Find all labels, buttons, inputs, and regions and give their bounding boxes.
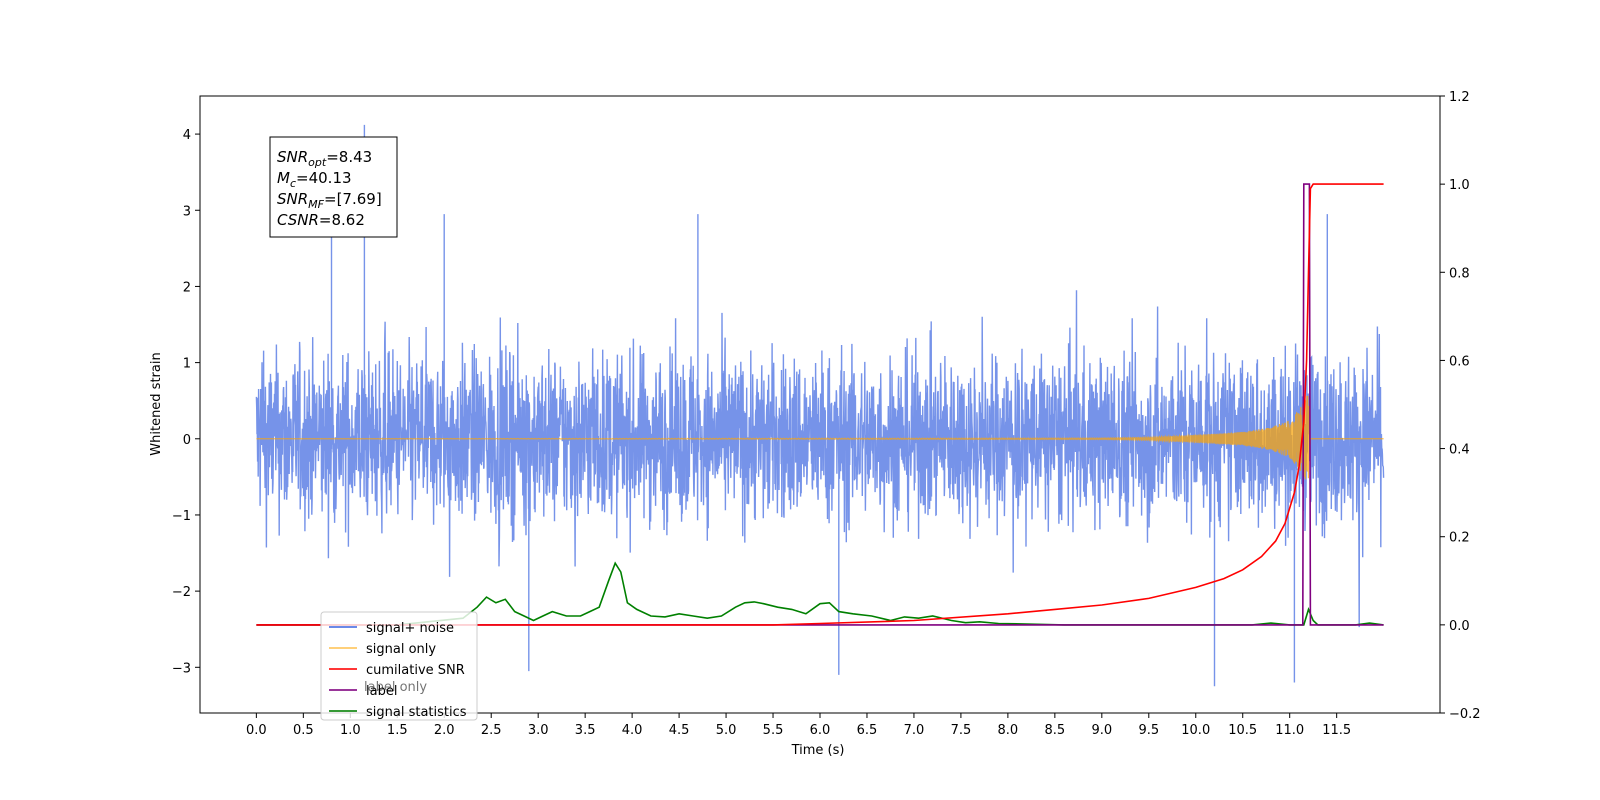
x-tick-label: 2.5 (481, 723, 502, 738)
y2-tick-label: −0.2 (1449, 707, 1481, 722)
y2-tick-label: 0.0 (1449, 619, 1470, 634)
y2-tick-label: 0.8 (1449, 266, 1470, 281)
x-tick-label: 11.5 (1322, 723, 1351, 738)
x-tick-label: 8.5 (1045, 723, 1066, 738)
x-tick-label: 4.0 (622, 723, 643, 738)
x-tick-label: 5.5 (763, 723, 784, 738)
legend-label: cumilative SNR (366, 663, 465, 678)
y-tick-label: −1 (172, 509, 191, 524)
series-signal-noise (255, 124, 1385, 687)
x-tick-label: 1.0 (340, 723, 361, 738)
x-tick-label: 10.5 (1228, 723, 1257, 738)
x-tick-label: 1.5 (387, 723, 408, 738)
x-tick-label: 0.0 (246, 723, 267, 738)
x-tick-label: 4.5 (669, 723, 690, 738)
legend-frame (320, 611, 478, 721)
legend-occluded-text: label only (364, 680, 427, 695)
y-axis-left: −3 −2 −1 0 1 2 3 4 (172, 128, 200, 676)
x-tick-label: 6.5 (857, 723, 878, 738)
legend: label only signal+ noise signal only cumil… (320, 611, 478, 721)
y-axis-label: Whitened strain (149, 352, 164, 455)
x-axis: 0.0 0.5 1.0 1.5 2.0 2.5 3.0 3.5 4.0 4.5 5.0 5.5 6.0 6… (246, 713, 1351, 738)
y2-tick-label: 0.2 (1449, 531, 1470, 546)
y-tick-label: 0 (183, 433, 191, 448)
y-tick-label: 3 (183, 204, 191, 219)
series-labelline (256, 183, 1384, 626)
series-cumilative-snrline (256, 183, 1384, 626)
annotation-line: SNRopt=8.43 (277, 148, 372, 169)
x-axis-label: Time (s) (791, 743, 845, 758)
legend-label: signal only (366, 642, 436, 657)
x-tick-label: 9.5 (1138, 723, 1159, 738)
x-tick-label: 2.0 (434, 723, 455, 738)
legend-label: signal+ noise (366, 621, 454, 636)
x-tick-label: 5.0 (716, 723, 737, 738)
plot-area (255, 124, 1385, 687)
x-tick-label: 9.0 (1091, 723, 1112, 738)
legend-label: signal statistics (366, 705, 467, 720)
x-tick-label: 3.0 (528, 723, 549, 738)
x-tick-label: 3.5 (575, 723, 596, 738)
signal-noise-line (255, 124, 1385, 687)
x-tick-label: 10.0 (1181, 723, 1210, 738)
annotation-line: Mc=40.13 (277, 169, 352, 190)
y-axis-right: −0.2 0.0 0.2 0.4 0.6 0.8 1.0 1.2 (1440, 90, 1481, 722)
series-lines (256, 183, 1384, 626)
annotation-line: CSNR=8.62 (277, 211, 365, 229)
x-tick-label: 8.0 (998, 723, 1019, 738)
x-tick-label: 0.5 (293, 723, 314, 738)
x-tick-label: 7.5 (951, 723, 972, 738)
legend-entries: signal+ noise signal only cumilative SNR la… (329, 621, 467, 720)
y-tick-label: 4 (183, 128, 191, 143)
y-tick-label: 2 (183, 280, 191, 295)
y2-tick-label: 0.6 (1449, 354, 1470, 369)
legend-label: label (366, 684, 397, 699)
y2-tick-label: 1.2 (1449, 90, 1470, 105)
y-tick-label: −3 (172, 661, 191, 676)
y-tick-label: 1 (183, 357, 191, 372)
signal-only-line (256, 395, 1384, 480)
y2-tick-label: 0.4 (1449, 443, 1470, 458)
y-tick-label: −2 (172, 585, 191, 600)
x-tick-label: 11.0 (1275, 723, 1304, 738)
x-tick-label: 7.0 (904, 723, 925, 738)
annotation-frame (269, 136, 398, 238)
annotation-line: SNRMF=[7.69] (277, 190, 382, 211)
y2-tick-label: 1.0 (1449, 178, 1470, 193)
series-signal-only (256, 395, 1384, 480)
x-tick-label: 6.0 (810, 723, 831, 738)
